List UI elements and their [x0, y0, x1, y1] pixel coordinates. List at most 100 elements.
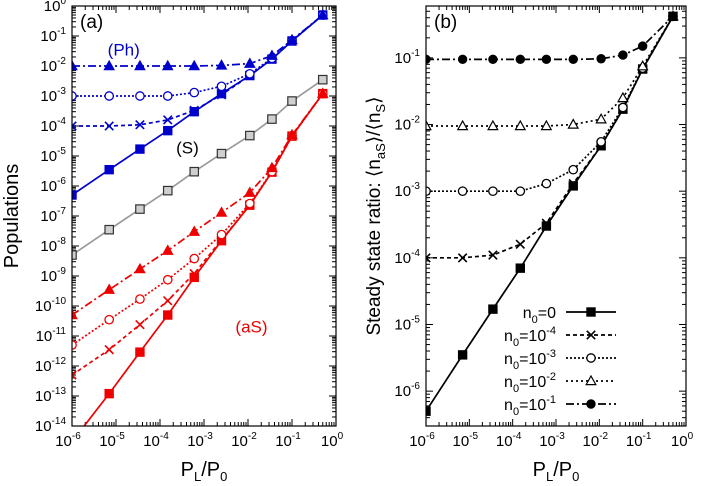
- data-point: [596, 136, 606, 147]
- data-point: [163, 125, 173, 136]
- data-point: [104, 164, 114, 175]
- data-point: [135, 319, 145, 330]
- data-point: [135, 119, 145, 130]
- x-tick-label: 10-1: [275, 431, 301, 450]
- data-point: [162, 274, 173, 285]
- y-tick-label: 10-11: [36, 326, 67, 345]
- series-line: [426, 15, 674, 127]
- y-axis-label: Steady state ratio: ⟨naS⟩/⟨nS⟩: [364, 96, 388, 335]
- panel-label: (a): [80, 12, 103, 33]
- data-point: [488, 54, 498, 65]
- data-point: [617, 91, 629, 103]
- data-point: [457, 253, 468, 263]
- series-line: [72, 14, 324, 127]
- data-point: [135, 347, 145, 357]
- data-point: [515, 263, 525, 273]
- x-tick-label: 10-3: [187, 431, 213, 450]
- y-tick-label: 10-1: [394, 48, 420, 67]
- y-tick-label: 10-5: [40, 146, 66, 165]
- data-point: [189, 253, 200, 264]
- data-point: [457, 186, 468, 197]
- x-axis-label: PL/P0: [181, 459, 228, 484]
- annotation-label: (S): [176, 139, 199, 158]
- y-tick-label: 10-14: [35, 416, 67, 435]
- data-point: [135, 91, 145, 101]
- y-axis-ticks: 10-14 10-13 10-12 10-11 10-10 10-9 10-8 10-7 10-…: [35, 0, 336, 435]
- legend-label: n0=0: [523, 305, 556, 326]
- y-tick-label: 10-9: [40, 266, 66, 285]
- data-point: [266, 49, 278, 60]
- data-point: [162, 295, 173, 306]
- data-point: [426, 186, 431, 197]
- y-tick-label: 10-13: [35, 386, 67, 405]
- data-point: [541, 221, 552, 231]
- data-point: [135, 204, 145, 214]
- series-line: [72, 14, 324, 67]
- data-point: [161, 244, 174, 255]
- data-point: [541, 218, 552, 229]
- data-point: [103, 59, 116, 71]
- legend-label: n0=10-1: [504, 394, 556, 418]
- legend-marker: [586, 353, 596, 363]
- data-point: [162, 91, 173, 101]
- annotation-label: (Ph): [108, 41, 140, 60]
- panel-label: (b): [434, 12, 457, 33]
- data-point: [244, 68, 255, 79]
- data-point: [568, 54, 578, 65]
- data-point: [568, 181, 578, 191]
- data-point: [568, 178, 579, 189]
- data-point: [514, 119, 527, 131]
- data-point: [487, 119, 499, 131]
- data-point: [162, 185, 173, 196]
- data-point: [188, 225, 201, 236]
- data-point: [215, 59, 228, 70]
- data-point: [189, 87, 200, 98]
- x-tick-label: 10-3: [539, 431, 565, 450]
- data-point: [515, 186, 526, 197]
- y-tick-label: 10-2: [394, 115, 420, 134]
- annotation-label: (aS): [235, 318, 267, 337]
- data-point: [515, 239, 526, 249]
- data-point: [457, 54, 468, 65]
- data-point: [426, 119, 432, 131]
- x-tick-label: 10-1: [626, 431, 652, 450]
- data-point: [244, 198, 255, 209]
- data-point: [189, 166, 200, 177]
- data-point: [72, 59, 78, 71]
- x-tick-label: 10-6: [55, 431, 81, 450]
- y-tick-label: 10-3: [394, 181, 420, 200]
- data-point: [104, 224, 114, 235]
- series-group: [72, 8, 329, 426]
- x-tick-label: 10-2: [231, 431, 257, 450]
- data-point: [316, 87, 329, 98]
- data-point: [189, 105, 200, 116]
- x-tick-label: 10-4: [143, 431, 169, 450]
- data-point: [188, 59, 201, 71]
- data-point: [216, 81, 227, 92]
- legend-marker: [586, 399, 596, 409]
- data-point: [266, 161, 278, 173]
- data-point: [287, 96, 297, 106]
- data-point: [618, 102, 628, 113]
- series-line: [72, 79, 324, 256]
- data-point: [596, 54, 606, 64]
- data-point: [595, 113, 607, 124]
- data-point: [216, 89, 227, 100]
- data-point: [245, 130, 255, 141]
- data-point: [104, 388, 114, 399]
- data-point: [618, 50, 628, 60]
- data-point: [72, 121, 77, 131]
- data-point: [243, 186, 256, 197]
- x-tick-label: 10-5: [99, 431, 125, 450]
- data-point: [163, 310, 173, 320]
- data-point: [189, 268, 200, 279]
- data-point: [488, 186, 498, 197]
- y-tick-label: 10-1: [40, 26, 66, 45]
- data-point: [162, 115, 173, 125]
- plot-frame: [71, 5, 337, 427]
- legend-marker: [585, 374, 597, 386]
- series-line: [72, 93, 324, 346]
- series-line: [83, 93, 324, 426]
- x-axis-label: PL/P0: [533, 459, 580, 484]
- data-point: [104, 91, 115, 101]
